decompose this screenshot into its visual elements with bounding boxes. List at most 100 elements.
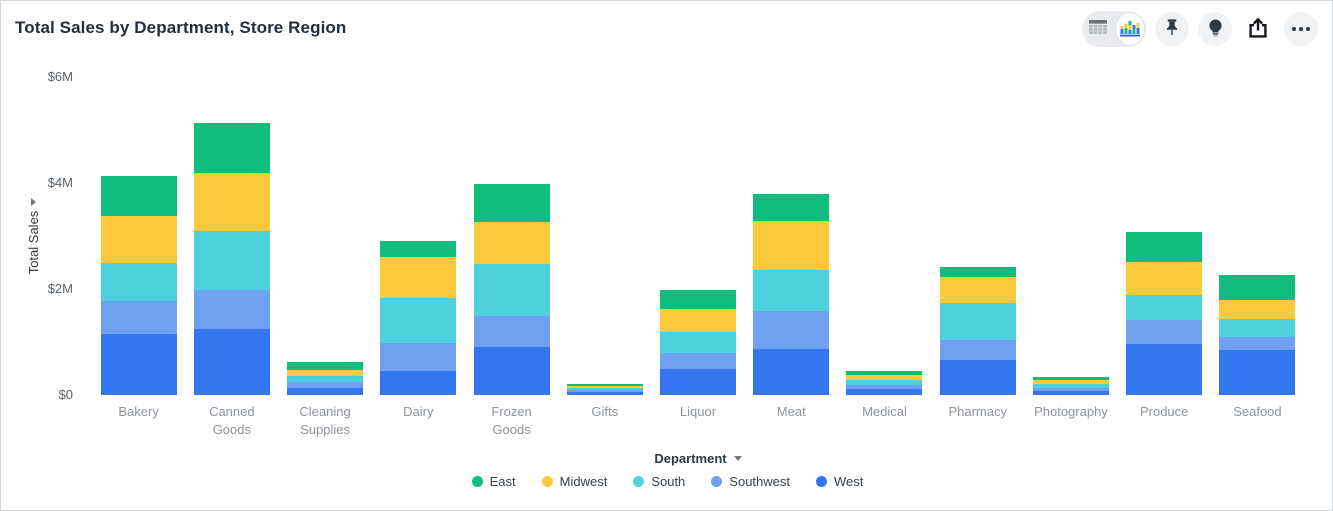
stacked-bar[interactable] (380, 240, 457, 395)
stacked-bar[interactable] (939, 266, 1016, 395)
stacked-bar[interactable] (100, 176, 177, 395)
y-tick-label: $6M (47, 69, 73, 84)
bar-column (465, 77, 558, 395)
bar-segment[interactable] (1219, 350, 1296, 395)
legend-item[interactable]: Southwest (711, 474, 790, 489)
bar-segment[interactable] (287, 382, 364, 388)
stacked-bar[interactable] (287, 362, 364, 395)
bar-segment[interactable] (1032, 388, 1109, 392)
bar-segment[interactable] (1032, 391, 1109, 395)
bar-segment[interactable] (1219, 319, 1296, 338)
bar-segment[interactable] (380, 298, 457, 343)
x-category-label: Frozen Goods (491, 404, 532, 438)
bar-segment[interactable] (660, 308, 737, 332)
stacked-bar[interactable] (1219, 274, 1296, 395)
bar-segment[interactable] (660, 290, 737, 309)
bar-segment[interactable] (566, 389, 643, 392)
more-options-button[interactable] (1284, 12, 1318, 46)
bar-segment[interactable] (380, 371, 457, 395)
bar-segment[interactable] (1126, 343, 1203, 395)
bar-segment[interactable] (566, 387, 643, 390)
bar-segment[interactable] (1126, 231, 1203, 262)
y-axis-field[interactable]: Total Sales (25, 180, 41, 292)
bar-segment[interactable] (566, 391, 643, 395)
bar-segment[interactable] (939, 266, 1016, 278)
bar-segment[interactable] (100, 301, 177, 335)
bar-segment[interactable] (1126, 294, 1203, 321)
legend-item[interactable]: South (633, 474, 685, 489)
bar-segment[interactable] (100, 215, 177, 263)
bar-segment[interactable] (939, 359, 1016, 395)
bar-segment[interactable] (380, 256, 457, 299)
bar-segment[interactable] (287, 387, 364, 395)
bar-segment[interactable] (1032, 380, 1109, 384)
bar-segment[interactable] (566, 385, 643, 388)
bar-segment[interactable] (473, 346, 550, 395)
bar-segment[interactable] (753, 269, 830, 311)
legend-item[interactable]: Midwest (541, 474, 608, 489)
bar-segment[interactable] (846, 385, 923, 390)
stacked-bar[interactable] (846, 370, 923, 395)
stacked-bar[interactable] (1126, 231, 1203, 395)
bar-segment[interactable] (287, 369, 364, 376)
stacked-bar[interactable] (566, 383, 643, 395)
bar-segment[interactable] (753, 193, 830, 222)
bar-segment[interactable] (846, 374, 923, 380)
chart-view-button[interactable] (1116, 13, 1144, 45)
bar-segment[interactable] (566, 383, 643, 386)
bar-segment[interactable] (1219, 337, 1296, 351)
bar-segment[interactable] (380, 342, 457, 372)
bar-segment[interactable] (473, 315, 550, 347)
bar-segment[interactable] (753, 221, 830, 270)
bar-segment[interactable] (193, 122, 270, 173)
bar-segment[interactable] (287, 375, 364, 383)
legend-dot-icon (541, 476, 553, 487)
legend-item[interactable]: East (471, 474, 516, 489)
table-view-button[interactable] (1084, 13, 1112, 45)
legend-label: Midwest (559, 474, 608, 489)
legend-item[interactable]: West (816, 474, 863, 489)
bar-segment[interactable] (939, 277, 1016, 303)
bar-segment[interactable] (380, 240, 457, 257)
bar-column (372, 77, 465, 395)
bar-segment[interactable] (193, 289, 270, 329)
bar-segment[interactable] (660, 331, 737, 354)
bar-segment[interactable] (753, 348, 830, 395)
bar-segment[interactable] (1126, 261, 1203, 295)
share-button[interactable] (1241, 12, 1275, 46)
bar-column (1118, 77, 1211, 395)
stacked-bar[interactable] (473, 184, 550, 395)
bar-segment[interactable] (939, 339, 1016, 360)
bar-segment[interactable] (193, 172, 270, 232)
insights-button[interactable] (1198, 12, 1232, 46)
bar-segment[interactable] (287, 362, 364, 370)
bar-segment[interactable] (660, 353, 737, 370)
view-toggle[interactable] (1082, 11, 1146, 47)
pin-button[interactable] (1155, 12, 1189, 46)
bar-segment[interactable] (100, 262, 177, 302)
bar-segment[interactable] (1126, 320, 1203, 344)
stacked-bar[interactable] (753, 193, 830, 395)
bar-segment[interactable] (100, 334, 177, 395)
stacked-bar[interactable] (1032, 377, 1109, 395)
stacked-bar[interactable] (660, 290, 737, 395)
bar-segment[interactable] (660, 369, 737, 395)
bar-segment[interactable] (193, 231, 270, 290)
bar-segment[interactable] (1219, 299, 1296, 320)
bar-segment[interactable] (846, 379, 923, 386)
bar-segment[interactable] (753, 310, 830, 349)
bar-segment[interactable] (473, 263, 550, 316)
bar-column (838, 77, 931, 395)
bar-segment[interactable] (100, 176, 177, 216)
bar-segment[interactable] (846, 370, 923, 375)
bar-segment[interactable] (473, 184, 550, 223)
bar-segment[interactable] (846, 389, 923, 395)
x-axis-field[interactable]: Department (92, 451, 1304, 466)
bar-segment[interactable] (473, 222, 550, 264)
bar-segment[interactable] (1219, 274, 1296, 300)
bar-segment[interactable] (193, 328, 270, 395)
bar-segment[interactable] (939, 302, 1016, 340)
bar-segment[interactable] (1032, 383, 1109, 389)
bar-segment[interactable] (1032, 377, 1109, 381)
stacked-bar[interactable] (193, 122, 270, 395)
